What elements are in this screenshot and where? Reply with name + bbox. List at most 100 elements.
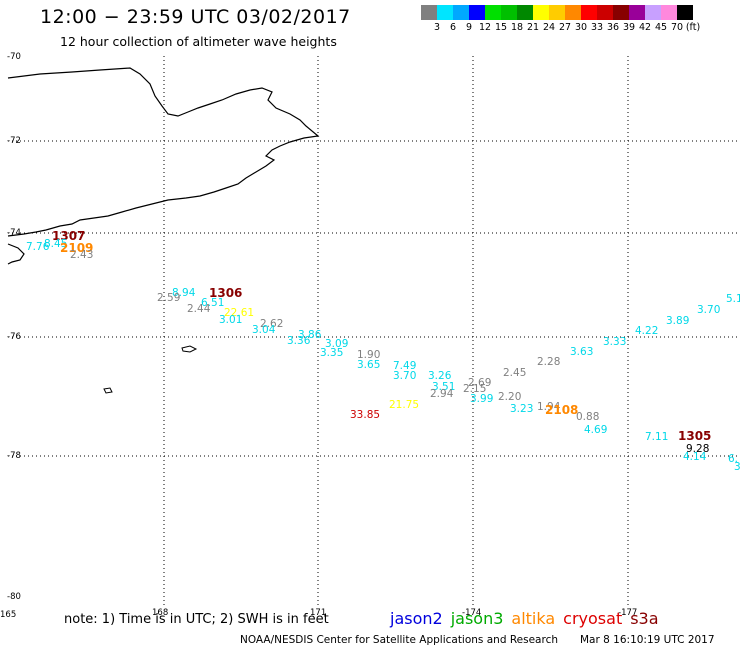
color-scale-bar: [421, 5, 693, 20]
legend-entry-jason2: jason2: [390, 609, 443, 628]
color-scale-label: 30: [574, 22, 588, 33]
wave-height-value: 3.26: [428, 370, 452, 382]
wave-height-value: 3.63: [570, 346, 593, 358]
legend-entry-cryosat: cryosat: [563, 609, 623, 628]
wave-height-value: 3: [734, 461, 740, 473]
wave-height-value: 3.70: [697, 304, 720, 316]
color-swatch: [597, 5, 613, 20]
color-scale-label: 39: [622, 22, 636, 33]
latitude-label: -74: [7, 228, 21, 238]
color-scale-label: 6: [449, 22, 457, 33]
legend-entry-altika: altika: [511, 609, 556, 628]
wave-height-value: 21.75: [389, 399, 419, 411]
wave-height-value: 3.04: [252, 324, 276, 336]
longitude-label: -174: [462, 608, 481, 618]
color-scale-label: (ft): [685, 22, 701, 33]
latitude-label: -70: [7, 52, 21, 62]
wave-height-value: 6.51: [201, 297, 224, 309]
wave-height-value: 0.88: [576, 411, 599, 423]
color-swatch: [485, 5, 501, 20]
color-swatch: [565, 5, 581, 20]
wave-height-value: 3.99: [470, 393, 493, 405]
wave-height-value: 2.43: [70, 249, 93, 261]
color-swatch: [421, 5, 437, 20]
wave-height-value: 3.89: [666, 315, 689, 327]
wave-height-value: 2.44: [187, 303, 211, 315]
satellite-legend: jason2 jason3 altika cryosat s3a: [390, 609, 667, 628]
wave-height-value: 3.86: [298, 329, 322, 341]
wave-height-value: 3.70: [393, 370, 416, 382]
wave-height-value: 4.14: [683, 451, 707, 463]
wave-height-value: 3.51: [432, 381, 455, 393]
latitude-label: -72: [7, 136, 21, 146]
color-swatch: [549, 5, 565, 20]
color-scale-label: 15: [494, 22, 508, 33]
wave-height-value: 2.94: [430, 388, 454, 400]
longitude-label: -177: [618, 608, 637, 618]
color-scale-label: 21: [526, 22, 540, 33]
wave-height-value: 7.76: [26, 241, 50, 253]
color-swatch: [501, 5, 517, 20]
wave-height-value: 3.23: [510, 403, 533, 415]
color-scale-labels: 3 6 9 12 15 18 21 24 27 30 33 36 39 42 45 70 (ft): [421, 22, 740, 34]
wave-height-value: 7.11: [645, 431, 668, 443]
wave-height-value: 3.01: [219, 314, 242, 326]
generation-timestamp: Mar 8 16:10:19 UTC 2017: [580, 634, 715, 646]
longitude-label: 168: [152, 608, 168, 618]
color-swatch: [437, 5, 453, 20]
color-scale-label: 45: [654, 22, 668, 33]
credit-line: NOAA/NESDIS Center for Satellite Applica…: [240, 634, 558, 646]
color-swatch: [645, 5, 661, 20]
wave-height-value: 2.69: [468, 377, 491, 389]
wave-height-value: 2.59: [157, 292, 180, 304]
color-swatch: [613, 5, 629, 20]
wave-height-value: 2108: [545, 403, 578, 417]
latitude-label: -76: [7, 332, 21, 342]
wave-height-value: 1.94: [537, 401, 561, 413]
wave-height-value: 5.1: [726, 293, 740, 305]
map-subtitle: 12 hour collection of altimeter wave hei…: [60, 34, 337, 49]
longitude-label: 171: [310, 608, 326, 618]
wave-height-value: 4.22: [635, 325, 658, 337]
island-1: [181, 345, 198, 353]
coastline-victoria-land: [7, 67, 320, 237]
color-scale-label: 3: [433, 22, 441, 33]
color-scale-label: 33: [590, 22, 604, 33]
wave-height-value: 2.45: [503, 367, 526, 379]
wave-height-value: 33.85: [350, 409, 380, 421]
color-swatch: [677, 5, 693, 20]
island-2: [103, 387, 113, 394]
latitude-labels: -70 -72 -74 -76 -78 -80: [7, 52, 21, 602]
wave-height-value: 1.90: [357, 349, 380, 361]
color-scale-label: 9: [465, 22, 473, 33]
wave-height-value: 22.61: [224, 307, 254, 319]
coastline-islet: [7, 243, 25, 265]
color-scale-label: 36: [606, 22, 620, 33]
footnote: note: 1) Time is in UTC; 2) SWH is in fe…: [64, 612, 329, 627]
color-swatch: [453, 5, 469, 20]
wave-height-value: 3.35: [320, 347, 343, 359]
color-scale-label: 70: [670, 22, 684, 33]
wave-height-value: 6.: [728, 453, 738, 465]
legend-entry-s3a: s3a: [630, 609, 659, 628]
wave-height-value: 3.09: [325, 338, 348, 350]
wave-height-value: 4.69: [584, 424, 607, 436]
wave-height-value: 1305: [678, 429, 711, 443]
wave-height-value: 8.45: [44, 238, 67, 250]
wave-height-value: 2.15: [463, 383, 486, 395]
wave-height-value: 2.62: [260, 318, 283, 330]
wave-height-value: 1307: [52, 229, 85, 243]
wave-height-value: 3.33: [603, 336, 626, 348]
color-scale-label: 27: [558, 22, 572, 33]
legend-entry-jason3: jason3: [450, 609, 504, 628]
longitude-labels: 165 168 171 -174 -177: [0, 608, 637, 620]
wave-height-value: 2.20: [498, 391, 521, 403]
color-swatch: [533, 5, 549, 20]
wave-height-value: 9.28: [686, 443, 709, 455]
color-scale-label: 18: [510, 22, 524, 33]
longitude-gridlines: [163, 56, 629, 606]
latitude-label: -78: [7, 451, 21, 461]
wave-height-value: 8.94: [172, 287, 196, 299]
